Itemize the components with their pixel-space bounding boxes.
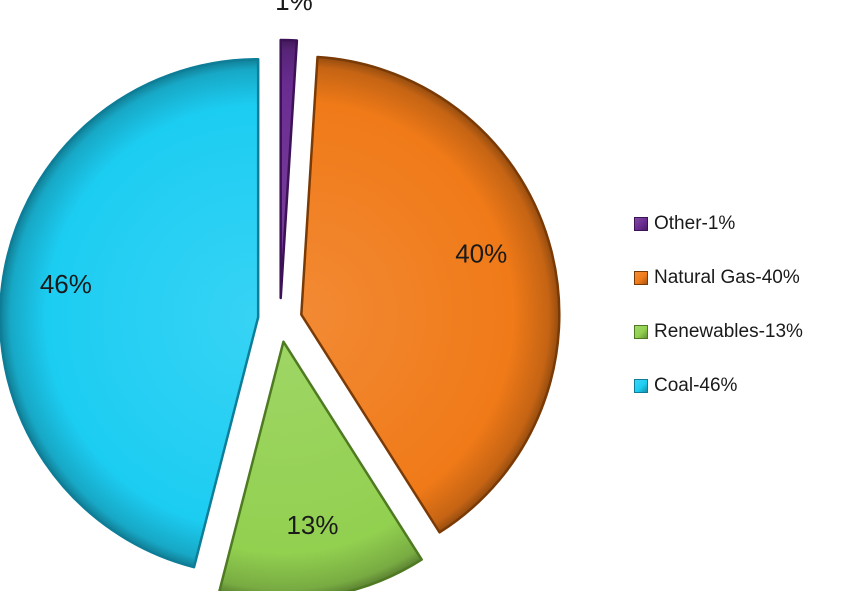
legend-swatch-natural-gas (634, 271, 648, 285)
legend-swatch-renewables (634, 325, 648, 339)
legend-item-natural-gas: Natural Gas-40% (634, 251, 848, 305)
data-label-other: 1% (275, 0, 313, 16)
legend-label-natural-gas: Natural Gas-40% (654, 267, 800, 288)
data-label-natural-gas: 40% (455, 238, 507, 268)
legend-item-renewables: Renewables-13% (634, 305, 848, 359)
legend-item-other: Other-1% (634, 197, 848, 251)
legend-label-coal: Coal-46% (654, 375, 738, 396)
pie-slice-other (279, 38, 299, 300)
data-label-coal: 46% (40, 269, 92, 299)
legend-item-coal: Coal-46% (634, 359, 848, 413)
pie-slice-coal (0, 57, 260, 569)
legend-label-renewables: Renewables-13% (654, 321, 803, 342)
legend-label-other: Other-1% (654, 213, 736, 234)
legend-swatch-other (634, 217, 648, 231)
chart-legend: Other-1% Natural Gas-40% Renewables-13% … (634, 197, 848, 413)
pie-slice-natural-gas (300, 55, 561, 534)
data-label-renewables: 13% (286, 510, 338, 540)
legend-swatch-coal (634, 379, 648, 393)
pie-slice-renewables (218, 340, 423, 591)
